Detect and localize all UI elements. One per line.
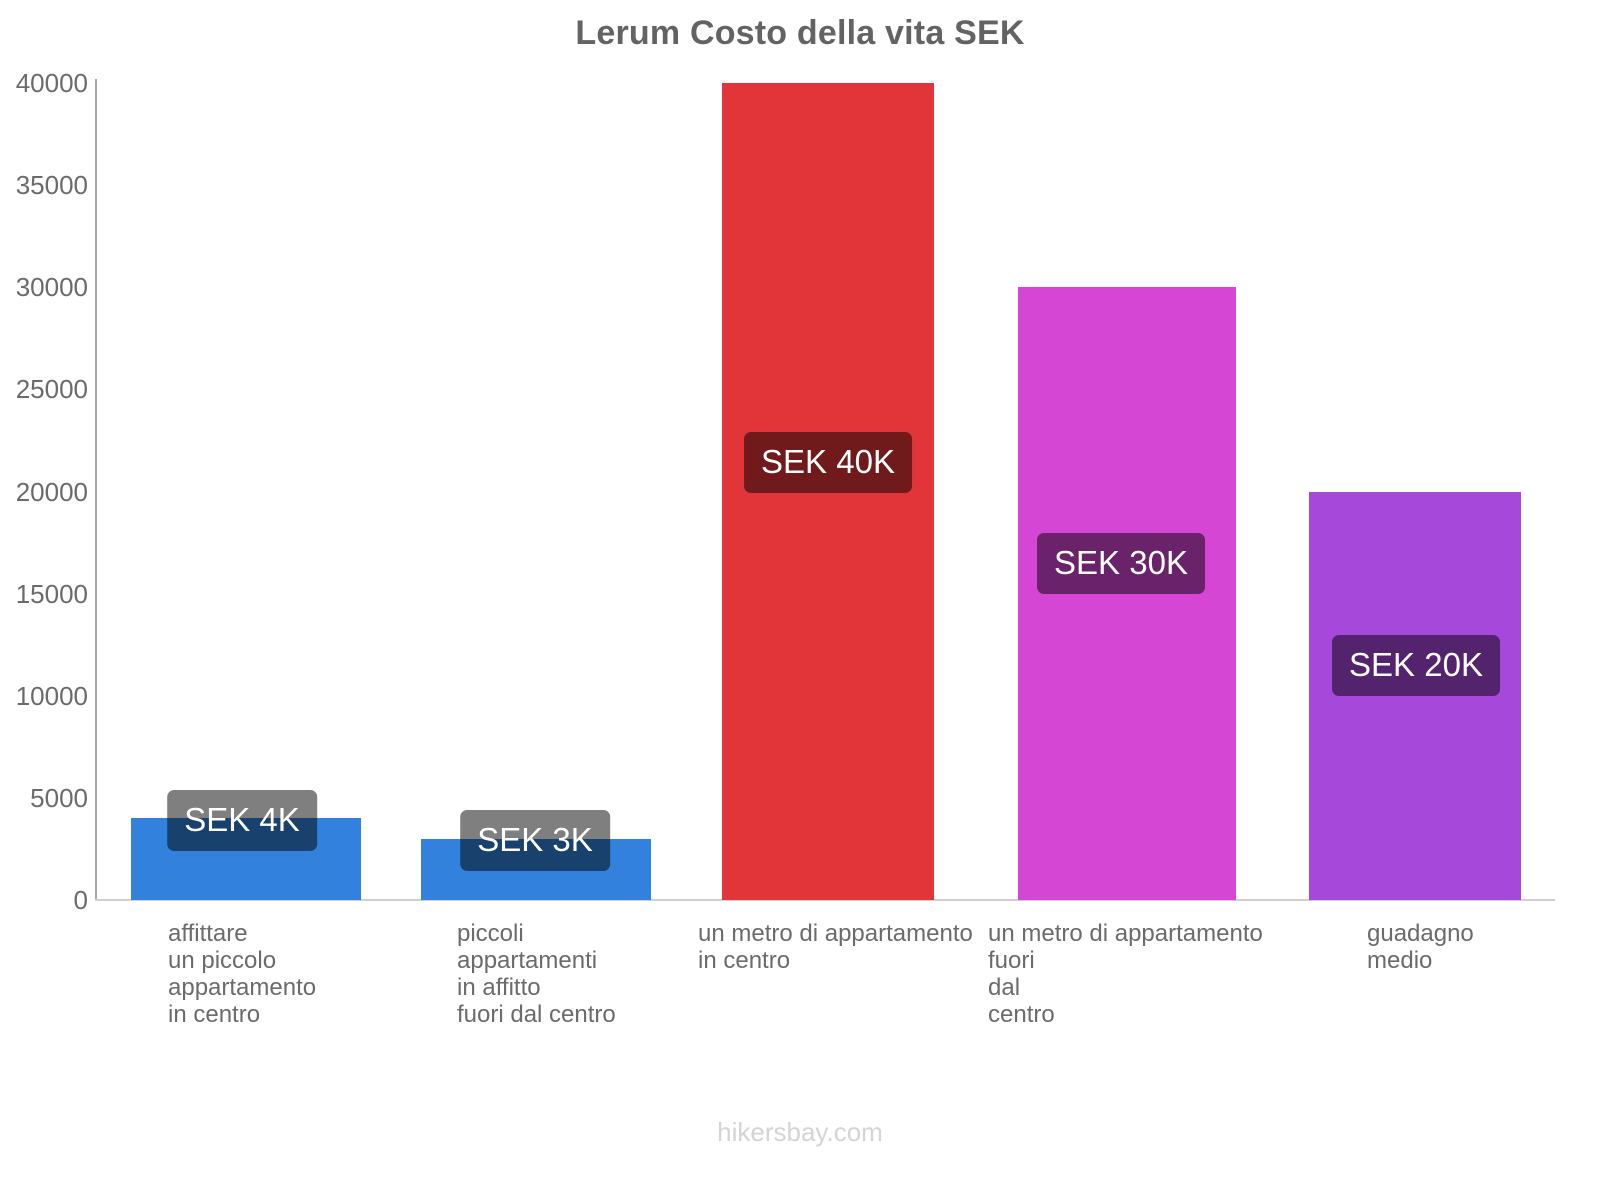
footer-attribution: hikersbay.com — [717, 1117, 883, 1147]
x-axis-category-label: affittare un piccolo appartamento in cen… — [168, 920, 317, 1029]
x-axis-category-label: guadagno medio — [1367, 920, 1474, 975]
y-axis-tick-label: 40000 — [15, 68, 88, 98]
y-axis-tick-label: 30000 — [15, 272, 88, 303]
bar-value-label: SEK 3K — [460, 810, 610, 871]
y-axis-tick-label: 20000 — [15, 476, 88, 507]
bar-value-label: SEK 4K — [167, 790, 317, 851]
x-axis-category-label: piccoli appartamenti in affitto fuori da… — [457, 920, 616, 1029]
y-axis-line — [95, 79, 97, 901]
bar-value-label: SEK 30K — [1037, 533, 1205, 594]
y-axis-tick-label: 5000 — [30, 782, 88, 813]
bar-value-label: SEK 20K — [1332, 635, 1500, 696]
y-axis-tick-label: 15000 — [15, 578, 88, 609]
x-axis-baseline — [95, 899, 1555, 901]
bar-value-label: SEK 40K — [744, 432, 912, 493]
x-axis-category-label: un metro di appartamento fuori dal centr… — [988, 920, 1263, 1029]
y-axis-tick-label: 10000 — [15, 680, 88, 711]
y-axis-tick-label: 25000 — [15, 374, 88, 405]
y-axis-tick-label: 35000 — [15, 170, 88, 201]
y-axis-tick-label: 0 — [73, 885, 88, 915]
x-axis-category-label: un metro di appartamento in centro — [698, 920, 973, 975]
page-title: Lerum Costo della vita SEK — [575, 14, 1025, 52]
